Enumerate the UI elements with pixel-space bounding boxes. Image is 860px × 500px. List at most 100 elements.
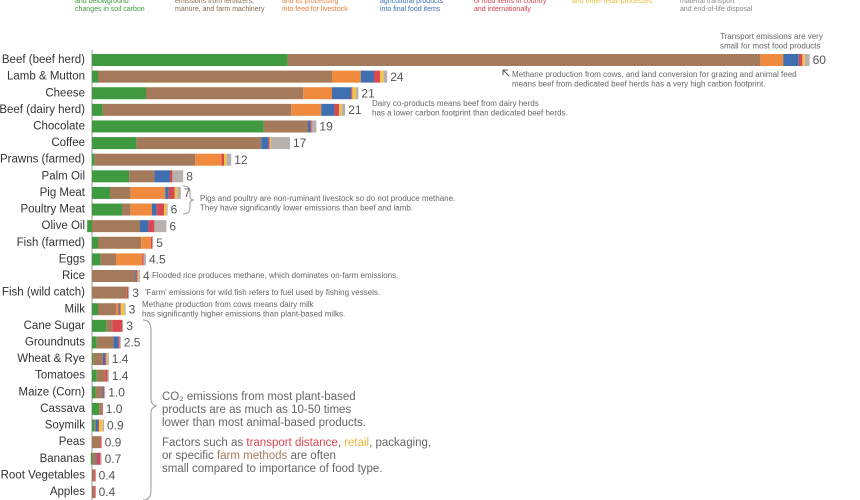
header-note: into feed for livestock bbox=[282, 6, 348, 13]
bar-segment bbox=[105, 369, 108, 382]
value-label: 6 bbox=[169, 219, 176, 233]
category-label: Peas bbox=[59, 436, 85, 448]
bar-segment bbox=[154, 170, 170, 183]
annotation: Dairy co-products means beef from dairy … bbox=[372, 99, 539, 108]
bar-segment bbox=[99, 419, 103, 432]
bar-segment bbox=[94, 419, 96, 432]
bar-segment bbox=[146, 87, 304, 100]
bar-segment bbox=[802, 54, 805, 66]
bar-segment bbox=[105, 353, 107, 366]
bar-segment bbox=[165, 186, 169, 199]
category-label: Lamb & Mutton bbox=[7, 71, 85, 83]
bar-segment bbox=[170, 170, 173, 183]
bar-segment bbox=[310, 120, 312, 133]
bar-segment bbox=[221, 153, 224, 166]
annotation: Pigs and poultry are non-ruminant livest… bbox=[200, 194, 455, 203]
value-label: 3 bbox=[129, 302, 136, 316]
bar-segment bbox=[122, 319, 124, 332]
category-label: Pig Meat bbox=[40, 187, 86, 199]
bar-segment bbox=[102, 386, 104, 399]
bar-segment bbox=[224, 153, 227, 166]
bar-segment bbox=[92, 236, 98, 249]
value-label: 21 bbox=[348, 103, 362, 117]
annotation-part: are often bbox=[287, 450, 336, 462]
bar-segment bbox=[96, 452, 101, 465]
bar-segment bbox=[116, 303, 119, 316]
annotation: products are as much as 10-50 times bbox=[162, 404, 351, 416]
annotation: small for most food products bbox=[720, 42, 820, 51]
bar-segment bbox=[95, 386, 102, 399]
bar-segment bbox=[168, 186, 175, 199]
bar-segment bbox=[94, 486, 96, 498]
value-label: 0.9 bbox=[107, 419, 124, 433]
value-label: 60 bbox=[813, 53, 827, 67]
value-label: 0.7 bbox=[105, 452, 122, 466]
bar-segment bbox=[92, 54, 288, 66]
bar-segment bbox=[92, 369, 97, 382]
bar-segment bbox=[150, 236, 152, 249]
bar-segment bbox=[104, 386, 106, 399]
annotation-part: Factors such as bbox=[162, 437, 246, 449]
value-label: 0.4 bbox=[99, 469, 116, 483]
bar-segment bbox=[110, 186, 131, 199]
bar-segment bbox=[263, 120, 308, 133]
bar-segment bbox=[92, 402, 100, 415]
annotation: has significantly higher emissions than … bbox=[142, 310, 345, 319]
bar-segment bbox=[92, 386, 96, 399]
bar-segment bbox=[195, 153, 222, 166]
bar-segment bbox=[120, 303, 125, 316]
bar-segment bbox=[143, 253, 146, 266]
header-note: and other retail processes bbox=[572, 0, 653, 5]
bar-segment bbox=[92, 87, 146, 100]
header-note: emissions from fertilizers, bbox=[175, 0, 254, 5]
bar-segment bbox=[92, 270, 136, 282]
bar-segment bbox=[140, 220, 149, 233]
header-note: agricultural products bbox=[380, 0, 444, 5]
bar-segment bbox=[166, 203, 168, 216]
annotation: Factors such as transport distance, reta… bbox=[162, 437, 431, 449]
category-label: Olive Oil bbox=[42, 220, 85, 232]
category-label: Cassava bbox=[40, 403, 85, 415]
annotation: has a lower carbon footprint than dedica… bbox=[372, 109, 568, 118]
bar-segment bbox=[341, 103, 346, 116]
header-note: into final food items bbox=[380, 6, 441, 13]
category-label: Bananas bbox=[40, 453, 86, 465]
bracket bbox=[142, 319, 158, 500]
bar-segment bbox=[270, 137, 290, 150]
bar-segment bbox=[126, 286, 128, 299]
header-note: of food items in country bbox=[474, 0, 547, 5]
value-label: 19 bbox=[319, 120, 333, 134]
annotation-part: , packaging, bbox=[369, 437, 431, 449]
category-label: Cane Sugar bbox=[24, 320, 86, 332]
bar-segment bbox=[798, 54, 803, 66]
bar-segment bbox=[92, 486, 95, 498]
bar-segment bbox=[92, 419, 95, 432]
bar-segment bbox=[96, 369, 106, 382]
annotation: They have significantly lower emissions … bbox=[200, 204, 413, 213]
value-label: 4.5 bbox=[149, 253, 166, 267]
bar-segment bbox=[124, 303, 126, 316]
category-label: Eggs bbox=[59, 253, 85, 265]
value-label: 24 bbox=[390, 70, 404, 84]
bar-segment bbox=[226, 153, 232, 166]
annotation-part: , bbox=[338, 437, 344, 449]
value-label: 21 bbox=[361, 86, 375, 100]
value-label: 4 bbox=[143, 269, 150, 283]
bar-segment bbox=[96, 336, 114, 349]
category-label: Beef (dairy herd) bbox=[0, 104, 85, 116]
bar-segment bbox=[92, 153, 95, 166]
bar-segment bbox=[112, 319, 122, 332]
value-label: 3 bbox=[126, 319, 133, 333]
bar-segment bbox=[137, 270, 139, 282]
bar-segment bbox=[106, 353, 108, 366]
bracket bbox=[182, 185, 195, 215]
bar-segment bbox=[164, 203, 167, 216]
bar-segment bbox=[339, 103, 342, 116]
bar-segment bbox=[92, 103, 103, 116]
annotation: or specific farm methods are often bbox=[162, 450, 336, 462]
category-label: Groundnuts bbox=[25, 336, 85, 348]
bar-segment bbox=[92, 186, 110, 199]
bar-segment bbox=[308, 120, 311, 133]
bar-segment bbox=[303, 87, 332, 100]
bar-segment bbox=[152, 236, 154, 249]
